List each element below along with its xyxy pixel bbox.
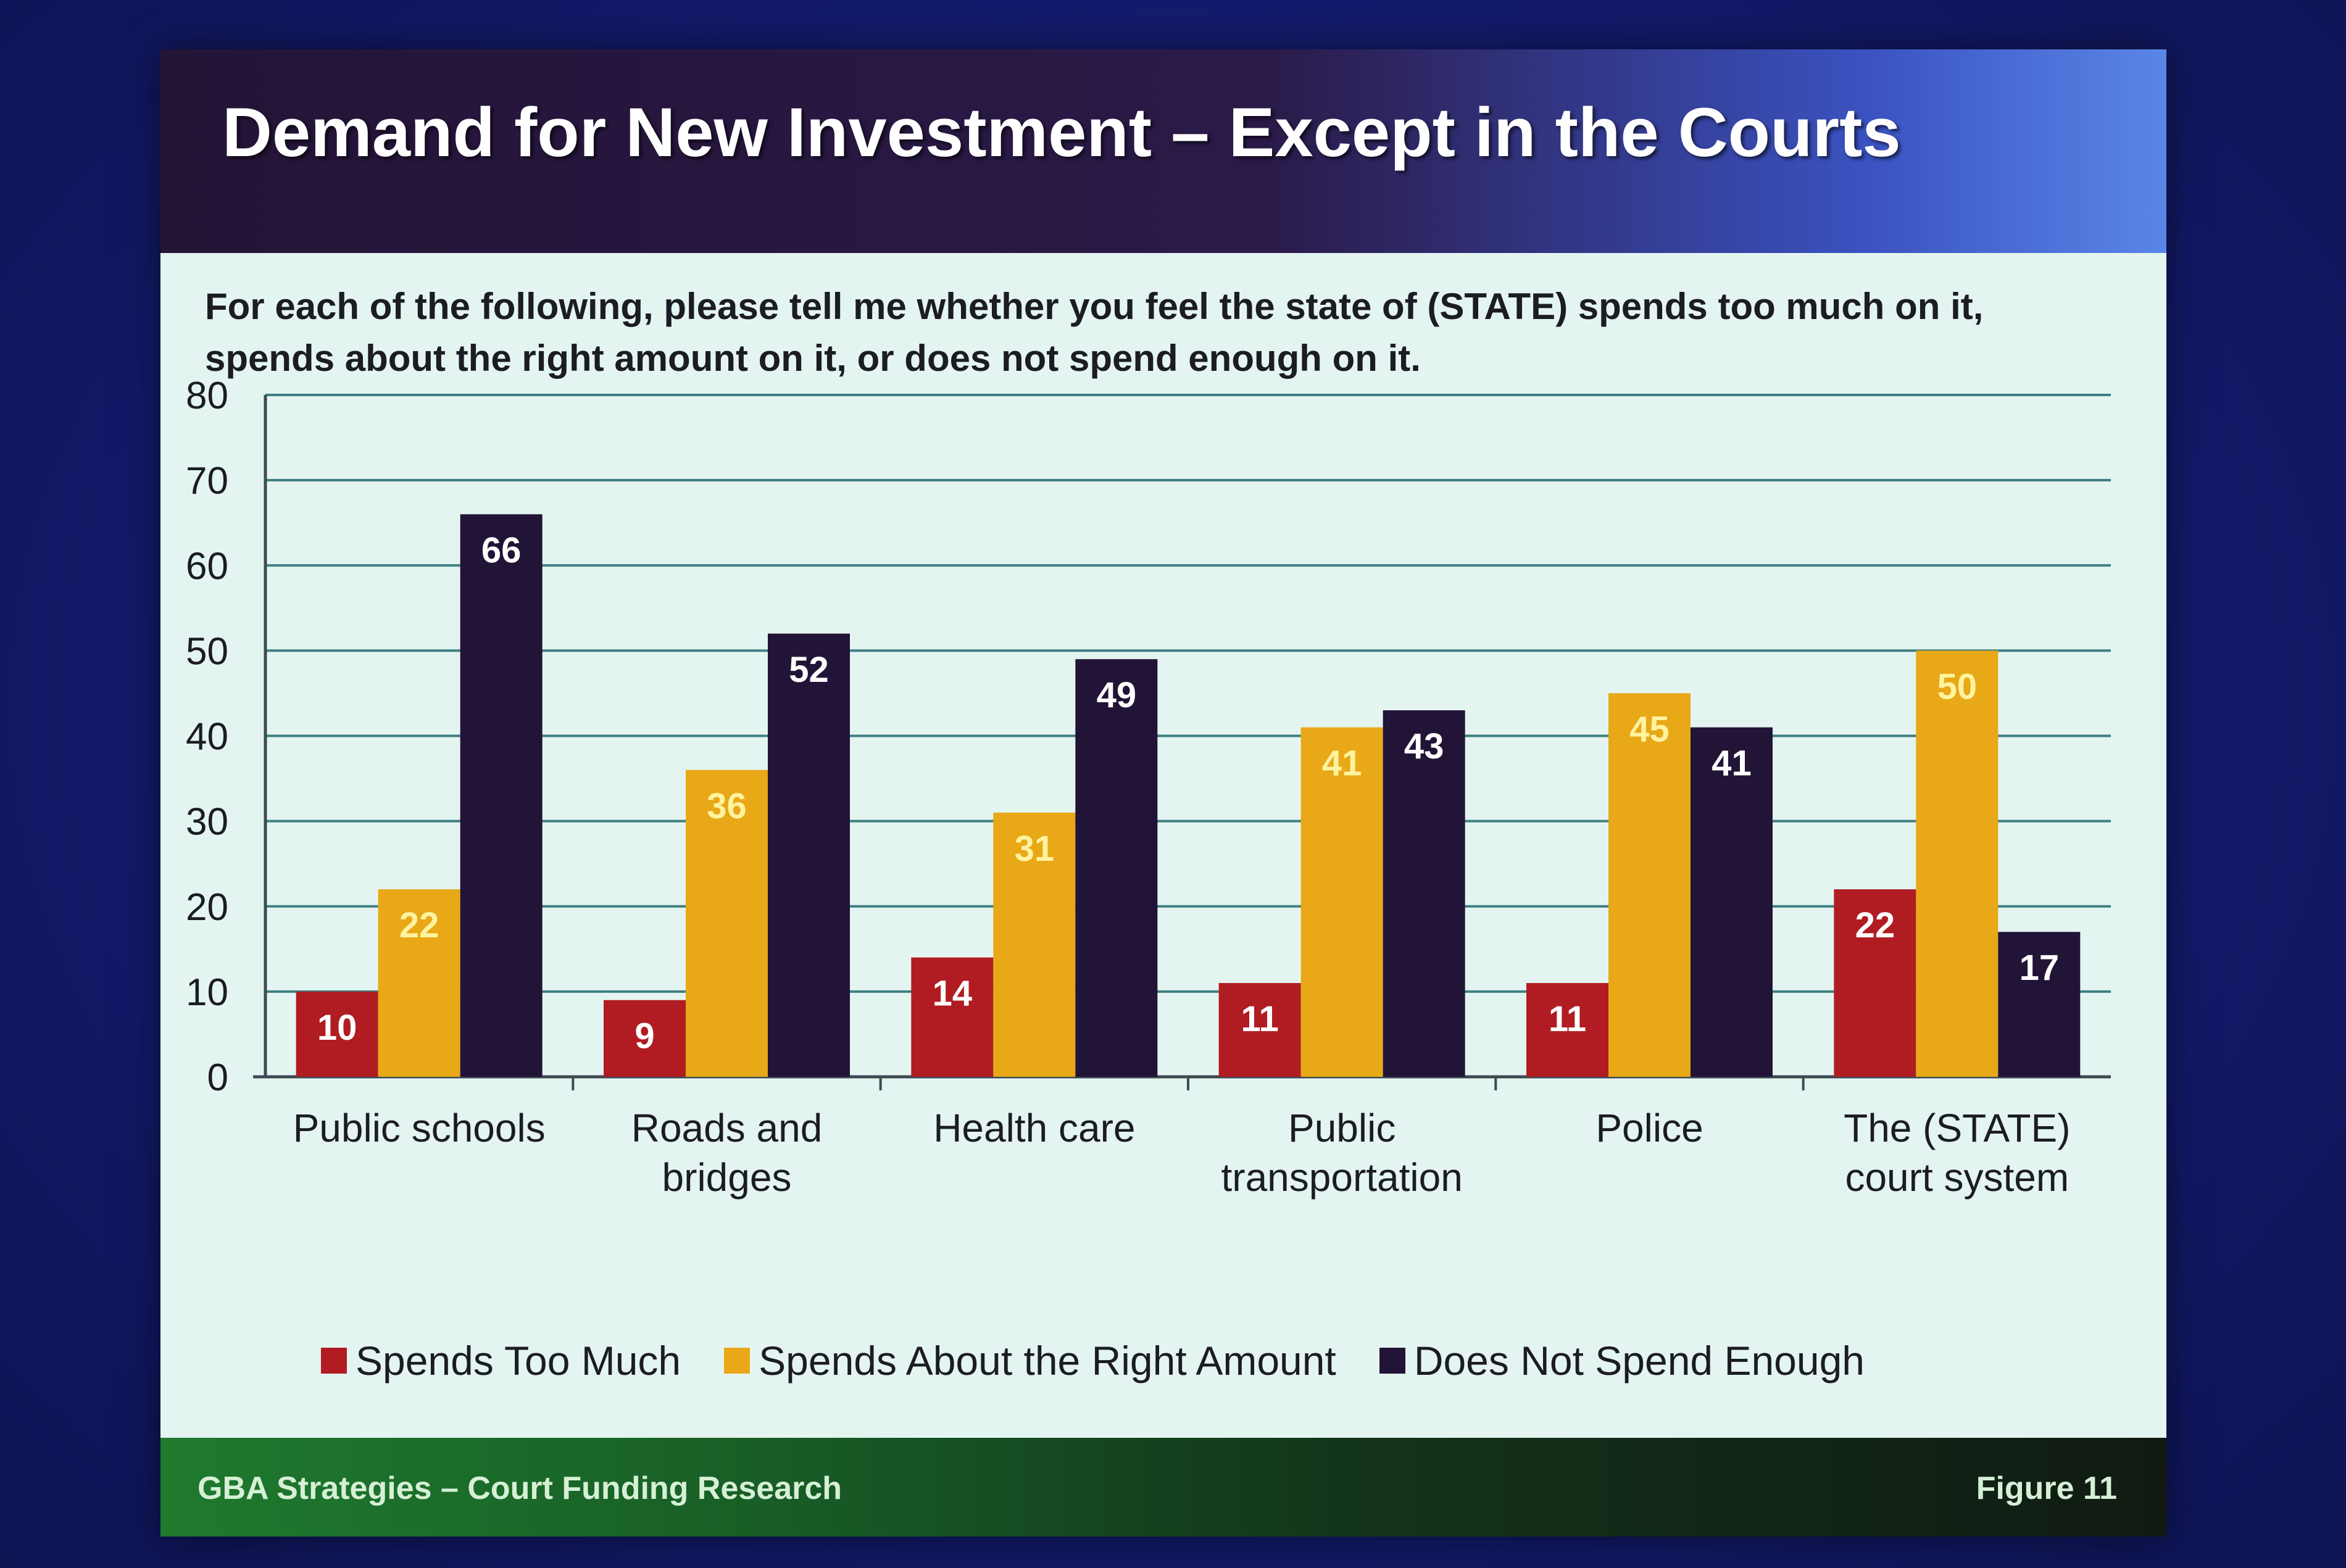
bar (460, 514, 543, 1077)
x-category-label: court system (1845, 1155, 2069, 1200)
x-category-label: Public schools (293, 1106, 546, 1150)
bar-chart: 0 10 20 30 40 50 60 70 80 10 22 66 Public schools 9 36… (186, 375, 2111, 1200)
legend-swatch-right-amount (724, 1348, 751, 1374)
bar (1300, 727, 1383, 1077)
bar (1075, 659, 1158, 1077)
bar-value-label: 41 (1712, 744, 1752, 784)
legend-swatch-too-much (321, 1348, 347, 1374)
bar (1998, 932, 2081, 1077)
bar-value-label: 22 (1855, 905, 1895, 945)
bar (768, 633, 850, 1077)
bar-value-label: 52 (789, 650, 829, 690)
bar (296, 991, 378, 1077)
x-category-label: Roads and (631, 1106, 823, 1150)
x-category-label: Police (1595, 1106, 1703, 1150)
x-category-label: Public (1288, 1106, 1396, 1150)
bar (1608, 693, 1691, 1077)
bar-value-label: 45 (1629, 709, 1670, 749)
figure-number: Figure 11 (1976, 1471, 2117, 1506)
y-tick-label: 50 (186, 630, 228, 673)
presentation-slide: Demand for New Investment – Except in th… (160, 49, 2166, 1537)
legend-label-not-enough: Does Not Spend Enough (1413, 1338, 1865, 1383)
bar-value-label: 17 (2019, 948, 2060, 988)
bar-value-label: 36 (707, 786, 747, 826)
chart-legend: Spends Too Much Spends About the Right A… (321, 1336, 1908, 1385)
bar (911, 957, 994, 1077)
bar-value-label: 43 (1404, 726, 1444, 766)
bar-value-label: 31 (1015, 829, 1055, 869)
footer-source: GBA Strategies – Court Funding Research (198, 1471, 842, 1506)
bar (378, 889, 460, 1077)
x-category-label: The (STATE) (1844, 1106, 2070, 1150)
bar-value-label: 49 (1097, 675, 1137, 715)
bar (1834, 889, 1916, 1077)
bar-value-label: 66 (481, 530, 522, 570)
y-tick-label: 40 (186, 716, 228, 758)
y-tick-label: 80 (186, 375, 228, 417)
bar (1383, 710, 1465, 1077)
title-bar: Demand for New Investment – Except in th… (160, 49, 2166, 253)
bar-value-label: 11 (1549, 999, 1586, 1039)
legend-item-too-much: Spends Too Much (321, 1337, 681, 1384)
y-tick-label: 60 (186, 545, 228, 587)
bar-value-label: 9 (634, 1016, 654, 1056)
bar (1526, 983, 1608, 1077)
y-tick-label: 70 (186, 460, 228, 502)
y-tick-label: 10 (186, 971, 228, 1014)
bar (604, 1000, 686, 1077)
legend-item-right-amount: Spends About the Right Amount (724, 1337, 1336, 1384)
slide-title: Demand for New Investment – Except in th… (222, 94, 1901, 171)
bar-value-label: 14 (933, 974, 973, 1014)
bar (1691, 727, 1773, 1077)
bar (686, 769, 768, 1077)
y-tick-label: 0 (207, 1056, 228, 1099)
y-tick-label: 30 (186, 801, 228, 844)
legend-swatch-not-enough (1379, 1348, 1405, 1374)
bar (1916, 650, 1999, 1077)
y-tick-label: 20 (186, 886, 228, 929)
bar-value-label: 22 (399, 905, 439, 945)
legend-label-too-much: Spends Too Much (356, 1338, 681, 1383)
x-category-label: transportation (1221, 1155, 1462, 1200)
x-category-label: bridges (662, 1155, 792, 1200)
bar (993, 812, 1076, 1077)
bar-value-label: 41 (1322, 744, 1362, 784)
bar-value-label: 10 (317, 1008, 357, 1048)
legend-label-right-amount: Spends About the Right Amount (759, 1338, 1336, 1383)
legend-item-not-enough: Does Not Spend Enough (1379, 1337, 1865, 1384)
bar-value-label: 11 (1241, 999, 1279, 1039)
slide-footer: GBA Strategies – Court Funding Research … (160, 1438, 2166, 1537)
bar-value-label: 50 (1937, 666, 1978, 707)
survey-question: For each of the following, please tell m… (205, 286, 1984, 379)
bar (1218, 983, 1301, 1077)
x-category-label: Health care (933, 1106, 1135, 1150)
